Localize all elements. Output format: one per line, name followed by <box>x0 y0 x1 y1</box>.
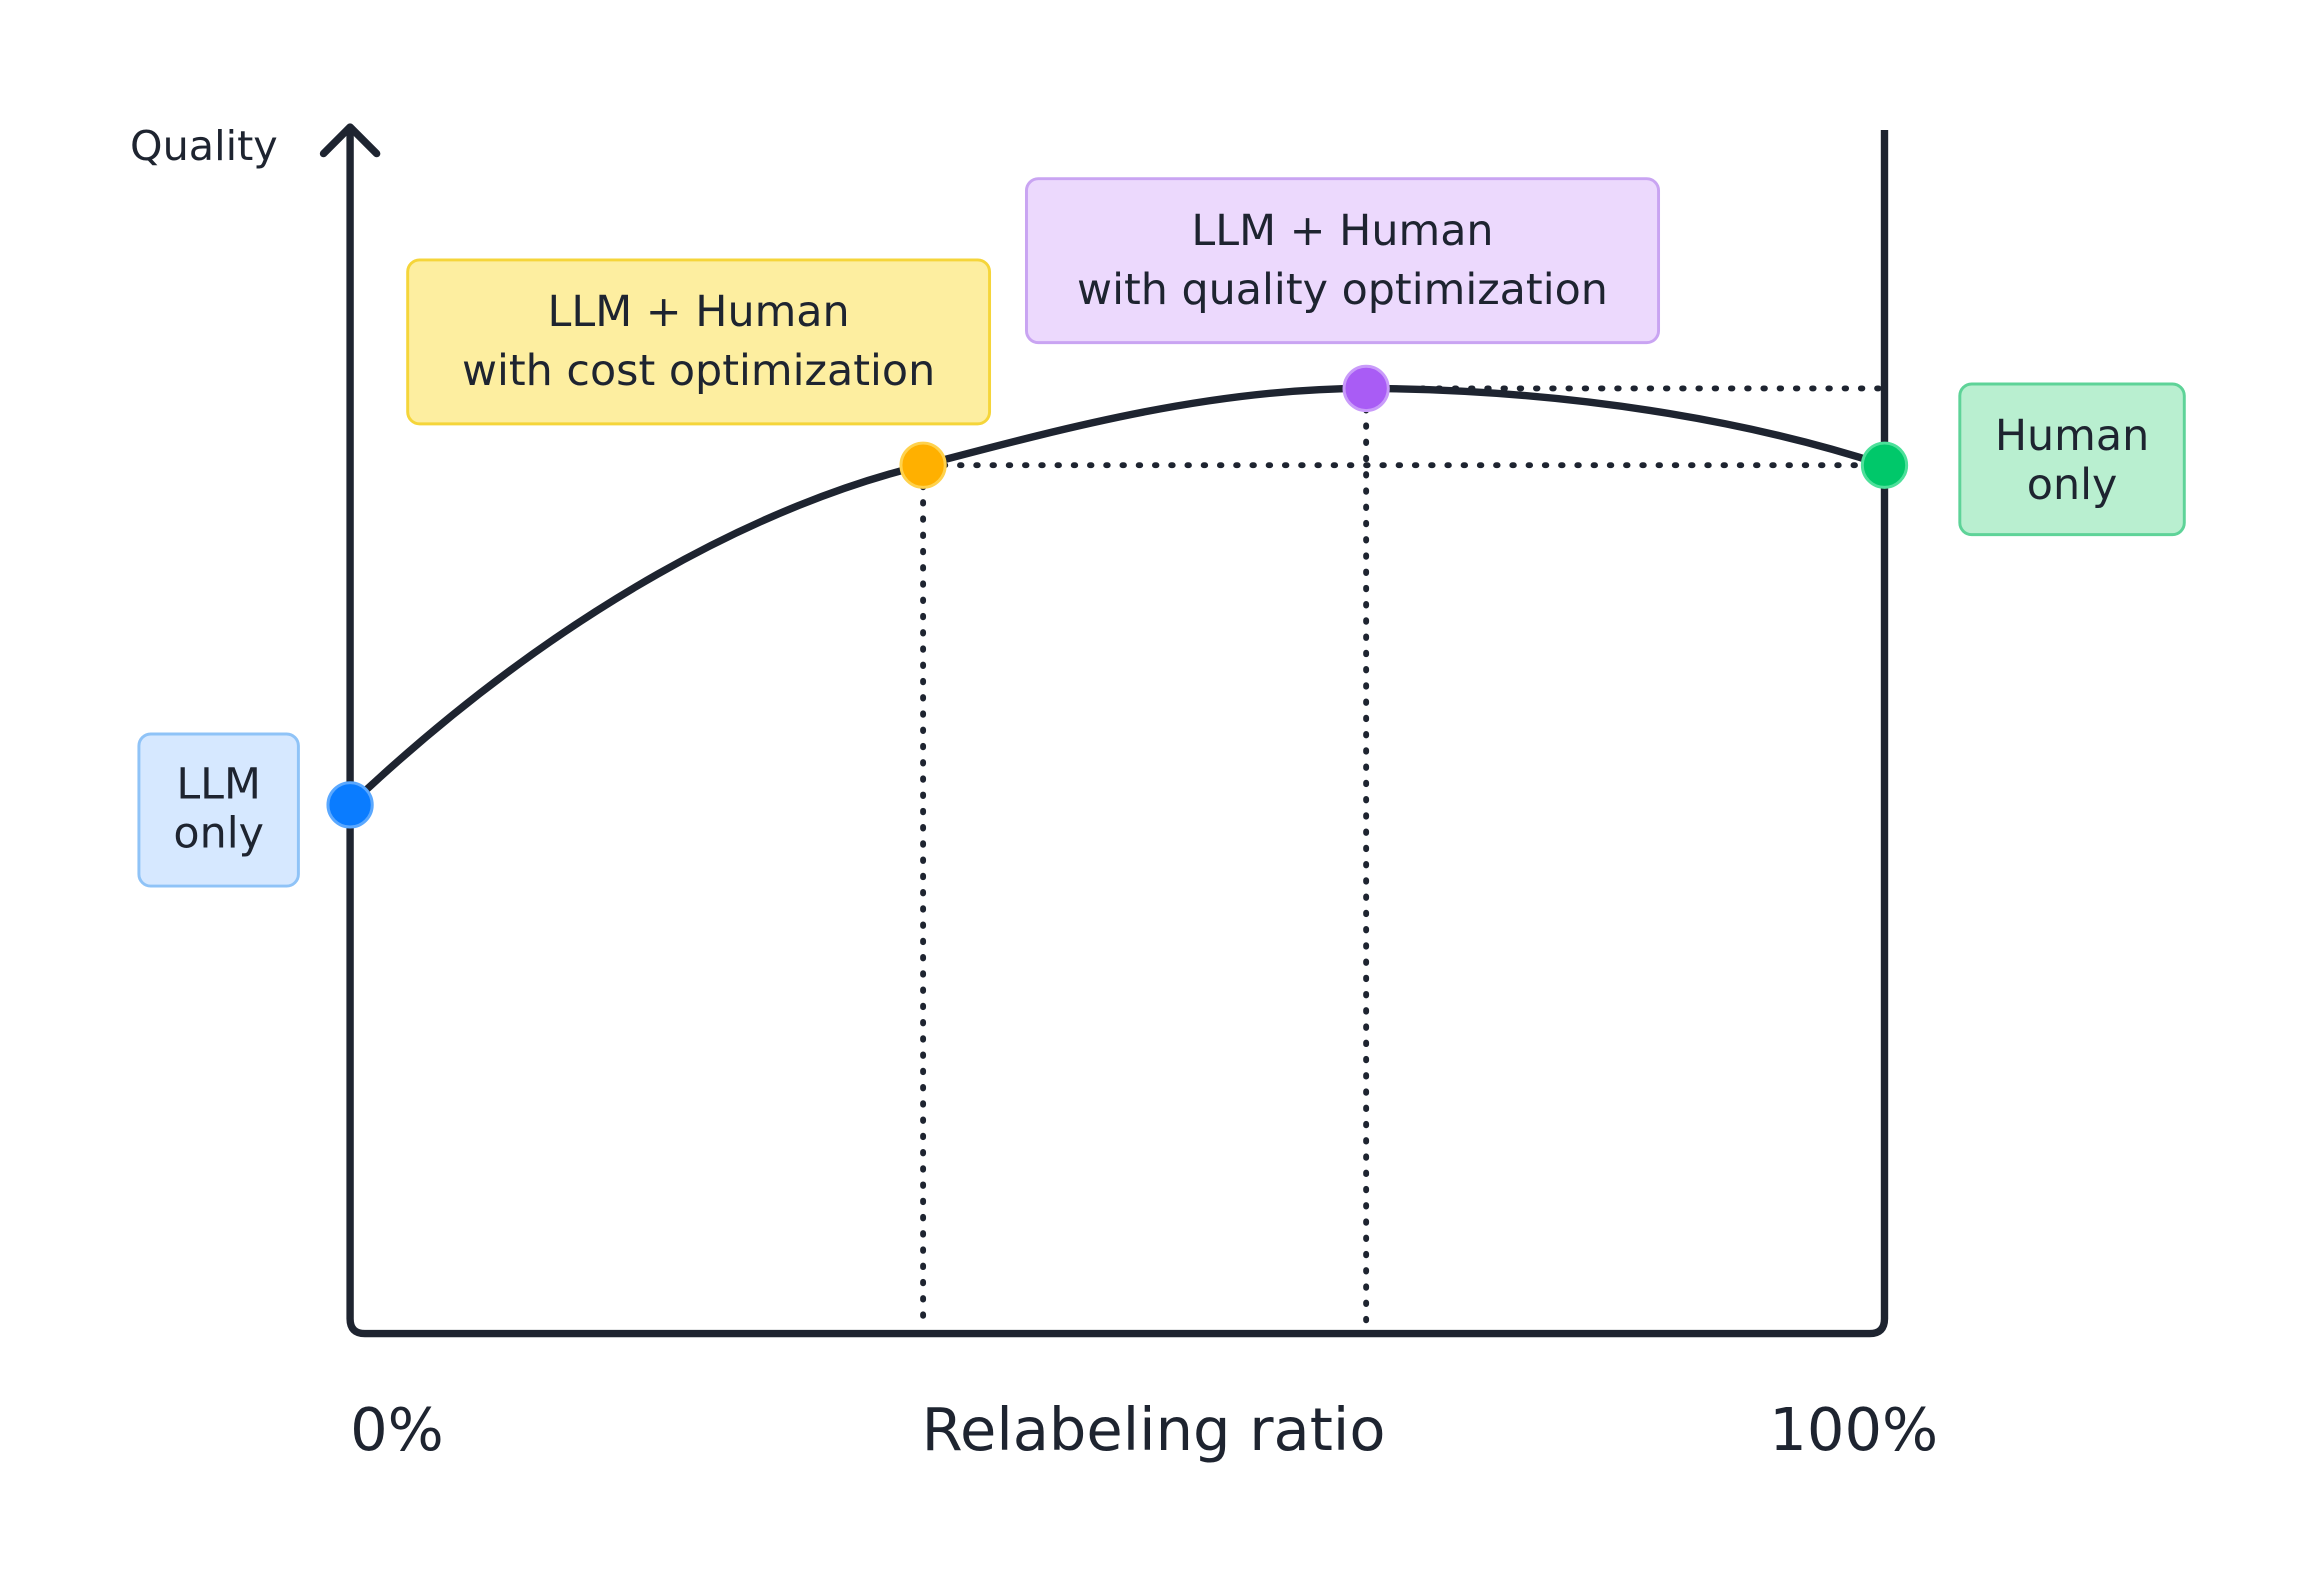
box-text: with quality optimization <box>1077 265 1608 315</box>
x-end-label: 100% <box>1769 1395 1938 1464</box>
box-cost <box>406 258 992 426</box>
axes <box>346 129 1889 1338</box>
axis-arrow <box>319 123 381 158</box>
point-llm <box>326 781 374 829</box>
box-human <box>1958 382 2186 537</box>
box-text: only <box>2027 460 2118 510</box>
x-start-label: 0% <box>350 1395 444 1464</box>
x-axis-label: Relabeling ratio <box>922 1395 1386 1464</box>
box-text: Human <box>1995 411 2149 461</box>
box-llm <box>137 732 300 888</box>
quality-curve <box>347 384 1886 808</box>
box-text: LLM + Human <box>1191 206 1493 256</box>
y-axis-label: Quality <box>130 122 278 170</box>
point-human <box>1860 441 1909 489</box>
point-cost <box>899 441 947 489</box>
box-text: LLM <box>176 760 261 810</box>
point-quality <box>1342 364 1390 413</box>
box-text: with cost optimization <box>462 346 935 396</box>
box-text: only <box>173 808 264 858</box>
box-quality <box>1024 177 1661 345</box>
box-text: LLM + Human <box>548 287 850 337</box>
